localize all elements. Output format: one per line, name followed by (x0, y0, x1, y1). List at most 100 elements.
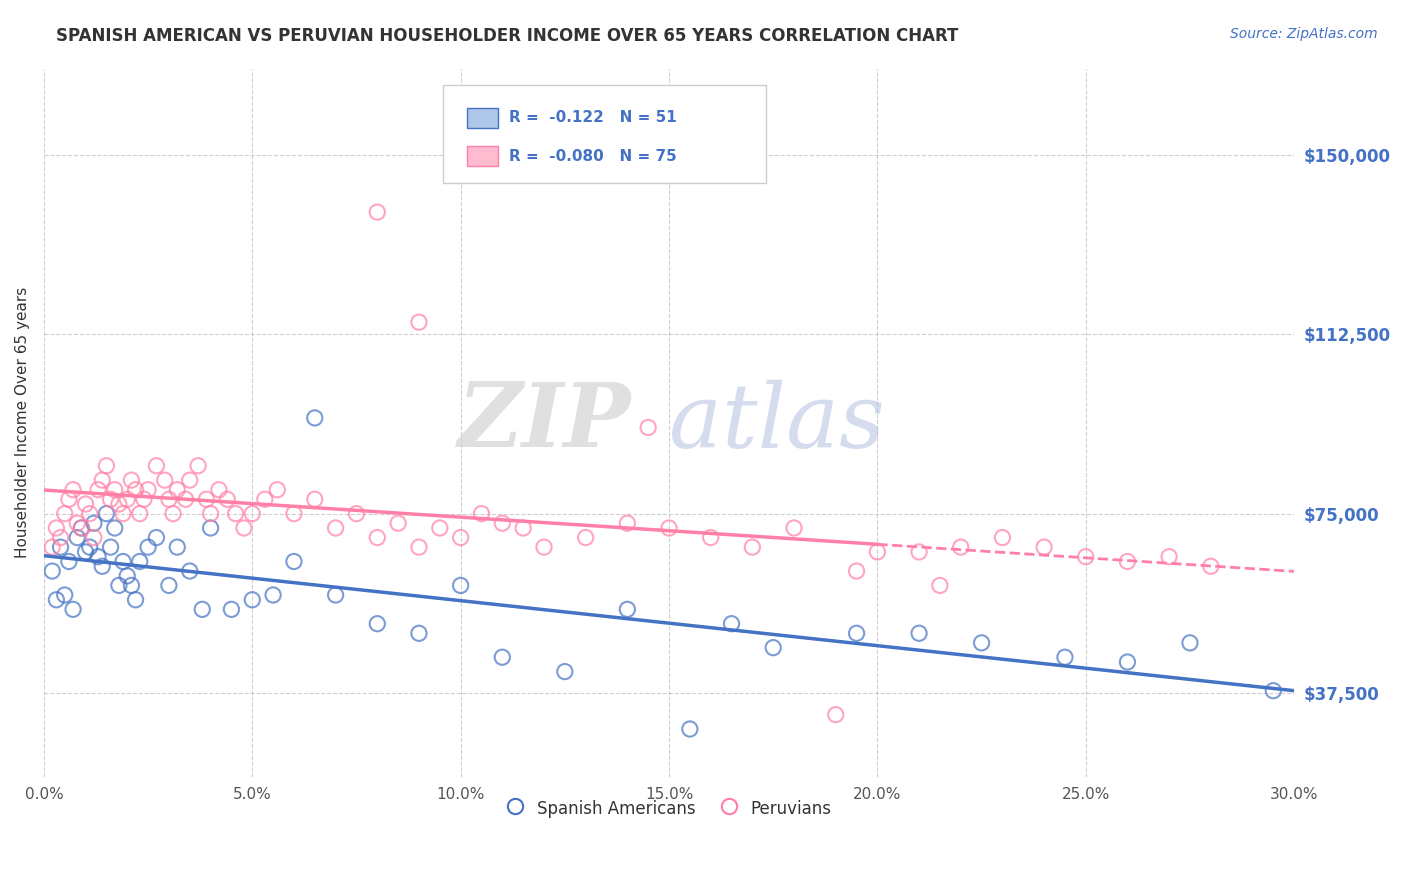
Point (179, 564, 201, 578)
Point (866, 545, 889, 559)
Point (79, 507, 101, 521)
Point (70, 521, 93, 535)
Point (157, 492, 180, 507)
Point (124, 483, 146, 497)
Point (120, 473, 142, 487)
Point (679, 722, 702, 736)
Point (991, 531, 1014, 545)
Point (1263, 683, 1285, 698)
Point (232, 521, 254, 535)
Point (62, 602, 84, 616)
Point (83, 531, 105, 545)
Point (115, 492, 138, 507)
Point (845, 626, 868, 640)
Point (145, 531, 167, 545)
Point (49, 531, 72, 545)
Point (221, 602, 243, 616)
Point (325, 521, 347, 535)
Point (132, 492, 155, 507)
Point (346, 507, 368, 521)
Point (208, 483, 231, 497)
Point (266, 483, 288, 497)
Point (217, 492, 239, 507)
Point (366, 205, 388, 219)
Y-axis label: Householder Income Over 65 years: Householder Income Over 65 years (15, 287, 30, 558)
Point (136, 540, 159, 554)
Point (304, 411, 326, 425)
Point (1199, 559, 1222, 574)
Point (41, 564, 63, 578)
Point (187, 458, 209, 473)
Point (112, 554, 135, 568)
Point (908, 545, 931, 559)
Point (408, 315, 430, 329)
Point (783, 521, 806, 535)
Point (87, 549, 110, 564)
Point (136, 483, 159, 497)
Text: SPANISH AMERICAN VS PERUVIAN HOUSEHOLDER INCOME OVER 65 YEARS CORRELATION CHART: SPANISH AMERICAN VS PERUVIAN HOUSEHOLDER… (56, 27, 959, 45)
Point (124, 592, 146, 607)
Point (96, 507, 118, 521)
Point (79, 540, 101, 554)
Point (70, 521, 93, 535)
Point (253, 492, 276, 507)
Point (58, 554, 80, 568)
Point (283, 554, 305, 568)
Point (128, 507, 150, 521)
Point (62, 483, 84, 497)
Point (366, 531, 388, 545)
Point (1053, 650, 1076, 665)
Point (429, 521, 451, 535)
Point (108, 578, 131, 592)
Point (949, 540, 972, 554)
Point (970, 636, 993, 650)
Point (512, 521, 534, 535)
Point (128, 554, 150, 568)
Point (1178, 636, 1201, 650)
Point (91, 473, 114, 487)
Point (53, 588, 76, 602)
Point (387, 516, 409, 531)
Point (762, 640, 785, 655)
Point (470, 507, 492, 521)
Point (153, 473, 176, 487)
Point (83, 516, 105, 531)
Point (104, 483, 127, 497)
Text: R =  -0.080   N = 75: R = -0.080 N = 75 (509, 149, 676, 163)
Point (450, 578, 472, 592)
Point (929, 578, 952, 592)
Point (366, 616, 388, 631)
Point (845, 564, 868, 578)
Point (1033, 540, 1056, 554)
Point (637, 420, 659, 434)
Text: Source: ZipAtlas.com: Source: ZipAtlas.com (1230, 27, 1378, 41)
Point (195, 492, 218, 507)
Point (75, 497, 97, 511)
Point (157, 578, 180, 592)
Point (225, 507, 247, 521)
Point (145, 458, 167, 473)
Point (240, 507, 263, 521)
Point (66, 516, 89, 531)
Point (115, 569, 138, 583)
Point (191, 602, 214, 616)
Point (325, 588, 347, 602)
Point (1116, 554, 1139, 568)
Point (41, 540, 63, 554)
Point (824, 707, 846, 722)
Point (174, 492, 197, 507)
Point (533, 540, 555, 554)
Text: R =  -0.122   N = 51: R = -0.122 N = 51 (509, 111, 676, 125)
Point (658, 521, 681, 535)
Point (1074, 549, 1097, 564)
Point (200, 507, 222, 521)
Point (741, 540, 763, 554)
Point (91, 559, 114, 574)
Point (575, 531, 598, 545)
Point (162, 507, 184, 521)
Point (166, 540, 188, 554)
Point (112, 507, 135, 521)
Point (53, 507, 76, 521)
Point (75, 545, 97, 559)
Point (240, 592, 263, 607)
